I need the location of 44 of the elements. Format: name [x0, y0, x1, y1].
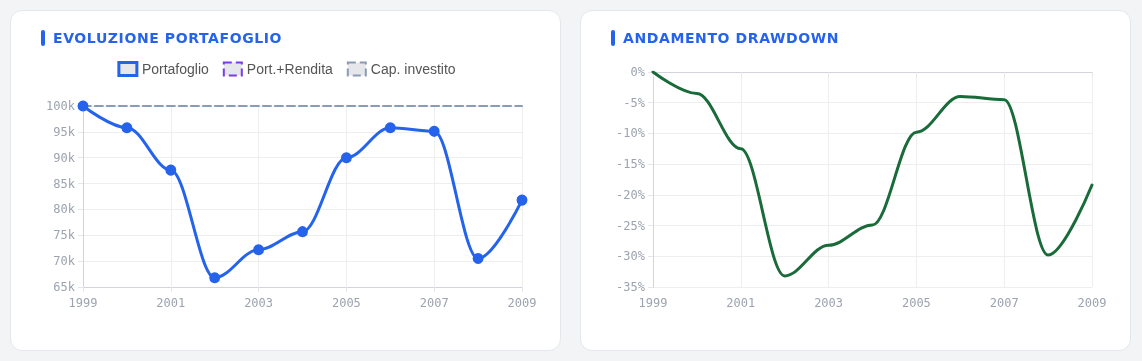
point — [297, 226, 308, 238]
y-tick-label: -15% — [616, 157, 646, 172]
x-tick-label: 2007 — [989, 296, 1019, 310]
x-tick-label: 2001 — [726, 296, 756, 310]
point — [428, 125, 440, 137]
legend-label: Portafoglio — [141, 61, 210, 77]
x-tick-label: 2009 — [1077, 296, 1107, 310]
x-tick-label: 1999 — [638, 296, 668, 310]
y-tick-label: -30% — [616, 249, 646, 264]
point — [209, 272, 221, 284]
point — [253, 244, 265, 256]
y-tick-label: -5% — [623, 95, 646, 110]
y-tick-label: -10% — [616, 126, 646, 141]
point — [516, 194, 528, 206]
x-tick-label: 2005 — [901, 296, 931, 310]
x-tick-label: 2007 — [419, 296, 449, 310]
y-tick-label: -25% — [616, 218, 646, 233]
y-tick-label: 75k — [53, 228, 76, 243]
x-tick-label: 2001 — [156, 296, 186, 310]
chart-title: ANDAMENTO DRAWDOWN — [623, 30, 840, 46]
y-tick-label: 95k — [53, 124, 76, 139]
y-tick-label: 80k — [53, 202, 76, 217]
legend-label: Port.+Rendita — [246, 61, 334, 77]
x-tick-label: 2003 — [244, 296, 274, 310]
point — [340, 152, 352, 164]
point — [472, 253, 484, 265]
x-tick-label: 2005 — [331, 296, 361, 310]
chart-title: EVOLUZIONE PORTAFOGLIO — [53, 30, 283, 46]
x-tick-label: 1999 — [68, 296, 98, 310]
y-tick-label: 90k — [53, 150, 76, 165]
y-tick-label: 0% — [630, 65, 646, 79]
x-tick-label: 2003 — [814, 296, 844, 310]
y-tick-label: 70k — [53, 254, 76, 269]
y-tick-label: -20% — [616, 187, 646, 202]
legend-label: Cap. investito — [370, 61, 456, 77]
point — [165, 164, 177, 176]
y-tick-label: 65k — [53, 280, 76, 294]
y-tick-label: -35% — [616, 280, 646, 294]
point — [77, 100, 89, 112]
x-tick-label: 2009 — [507, 296, 537, 310]
point — [121, 122, 133, 134]
y-tick-label: 85k — [53, 176, 76, 191]
point — [384, 122, 396, 134]
y-tick-label: 100k — [46, 99, 76, 113]
